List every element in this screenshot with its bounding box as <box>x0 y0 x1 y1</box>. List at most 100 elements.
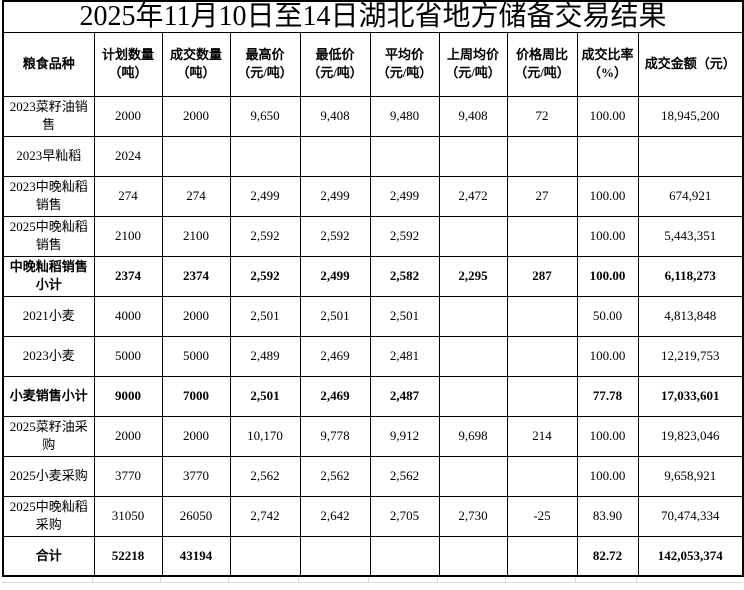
cell <box>299 535 371 577</box>
cell: 287 <box>506 255 578 297</box>
cell: 52218 <box>93 535 163 577</box>
table-row: 2023早籼稻 2024 <box>2 135 744 177</box>
cell: 2,295 <box>438 255 508 297</box>
cell: 2,472 <box>438 175 508 217</box>
cell: 2100 <box>161 215 231 257</box>
table-row: 2023菜籽油销售 2000 2000 9,650 9,408 9,480 9,408 72 1… <box>2 95 744 137</box>
cell: 18,945,200 <box>637 95 744 137</box>
header-row: 粮食品种 计划数量 （吨） 成交数量 （吨） 最高价 （元/吨） 最低价 （元/吨） 平均… <box>2 31 744 97</box>
column-header: 价格周比 （元/吨） <box>506 31 578 97</box>
cell: 9,650 <box>229 95 301 137</box>
row-label: 2025小麦采购 <box>2 455 95 497</box>
cell: 2,705 <box>369 495 440 537</box>
gridline-cell <box>369 577 438 582</box>
cell: 2,562 <box>299 455 371 497</box>
cell <box>506 535 578 577</box>
cell: 2100 <box>93 215 163 257</box>
table-row: 合计 52218 43194 82.72 142,053,374 <box>2 535 744 577</box>
cell: 100.00 <box>576 455 639 497</box>
cell: 2,487 <box>369 375 440 417</box>
cell <box>161 135 231 177</box>
cell: 10,170 <box>229 415 301 457</box>
cell: 214 <box>506 415 578 457</box>
cell: 50.00 <box>576 295 639 337</box>
cell: 4000 <box>93 295 163 337</box>
cell: 9,408 <box>438 95 508 137</box>
gridline-cell <box>576 577 637 582</box>
cell: 2,489 <box>229 335 301 377</box>
trade-results-table: 2025年11月10日至14日湖北省地方储备交易结果 粮食品种 计划数量 （吨）成… <box>2 0 744 577</box>
gridline-cell <box>299 577 369 582</box>
cell: 9,912 <box>369 415 440 457</box>
cell: 27 <box>506 175 578 217</box>
cell: -25 <box>506 495 578 537</box>
cell: 2000 <box>93 95 163 137</box>
row-label: 2023中晚籼稻销售 <box>2 175 95 217</box>
cell: 43194 <box>161 535 231 577</box>
cell: 100.00 <box>576 335 639 377</box>
gridline-cell <box>229 577 299 582</box>
cell: 2,499 <box>229 175 301 217</box>
row-label: 2023早籼稻 <box>2 135 95 177</box>
cell: 2000 <box>93 415 163 457</box>
cell <box>506 335 578 377</box>
gridline-cell <box>438 577 506 582</box>
cell: 100.00 <box>576 175 639 217</box>
cell: 2,499 <box>299 255 371 297</box>
column-header: 计划数量 （吨） <box>93 31 163 97</box>
row-label: 中晚籼稻销售小计 <box>2 255 95 297</box>
gridline-cell <box>637 577 742 582</box>
row-label: 2023菜籽油销售 <box>2 95 95 137</box>
cell: 2,592 <box>229 215 301 257</box>
cell: 100.00 <box>576 215 639 257</box>
cell: 2,499 <box>299 175 371 217</box>
cell: 100.00 <box>576 255 639 297</box>
gridline-cell <box>2 577 93 582</box>
cell: 2000 <box>161 415 231 457</box>
cell: 674,921 <box>637 175 744 217</box>
cell: 9,480 <box>369 95 440 137</box>
cell: 2,592 <box>229 255 301 297</box>
cell: 142,053,374 <box>637 535 744 577</box>
cell <box>369 535 440 577</box>
cell <box>637 135 744 177</box>
cell: 72 <box>506 95 578 137</box>
column-header: 最高价 （元/吨） <box>229 31 301 97</box>
cell <box>438 535 508 577</box>
cell: 9,408 <box>299 95 371 137</box>
cell: 274 <box>93 175 163 217</box>
cell <box>438 335 508 377</box>
cell <box>506 215 578 257</box>
gridline-cell <box>93 577 161 582</box>
cell: 2,469 <box>299 335 371 377</box>
cell: 2,642 <box>299 495 371 537</box>
table-row: 2025中晚籼稻销售 2100 2100 2,592 2,592 2,592 100.00 5… <box>2 215 744 257</box>
cell <box>438 215 508 257</box>
table-row: 中晚籼稻销售小计 2374 2374 2,592 2,499 2,582 2,295 287 1… <box>2 255 744 297</box>
cell: 2,501 <box>229 375 301 417</box>
table-row: 2023中晚籼稻销售 274 274 2,499 2,499 2,499 2,472 27 10… <box>2 175 744 217</box>
column-header: 成交数量 （吨） <box>161 31 231 97</box>
cell: 77.78 <box>576 375 639 417</box>
cell: 2,469 <box>299 375 371 417</box>
cell: 6,118,273 <box>637 255 744 297</box>
cell: 2,481 <box>369 335 440 377</box>
cell <box>438 375 508 417</box>
cell <box>299 135 371 177</box>
cell <box>506 375 578 417</box>
column-header: 上周均价 （元/吨） <box>438 31 508 97</box>
gridline-cell <box>161 577 229 582</box>
row-label: 2021小麦 <box>2 295 95 337</box>
cell: 17,033,601 <box>637 375 744 417</box>
cell <box>506 295 578 337</box>
cell: 3770 <box>161 455 231 497</box>
cell: 9,778 <box>299 415 371 457</box>
cell: 2,501 <box>369 295 440 337</box>
sheet-gridlines <box>2 577 743 583</box>
table-row: 2023小麦 5000 5000 2,489 2,469 2,481 100.00 12,21… <box>2 335 744 377</box>
table-row: 2025菜籽油采购 2000 2000 10,170 9,778 9,912 9,698 21… <box>2 415 744 457</box>
cell: 4,813,848 <box>637 295 744 337</box>
cell: 100.00 <box>576 95 639 137</box>
cell: 2024 <box>93 135 163 177</box>
